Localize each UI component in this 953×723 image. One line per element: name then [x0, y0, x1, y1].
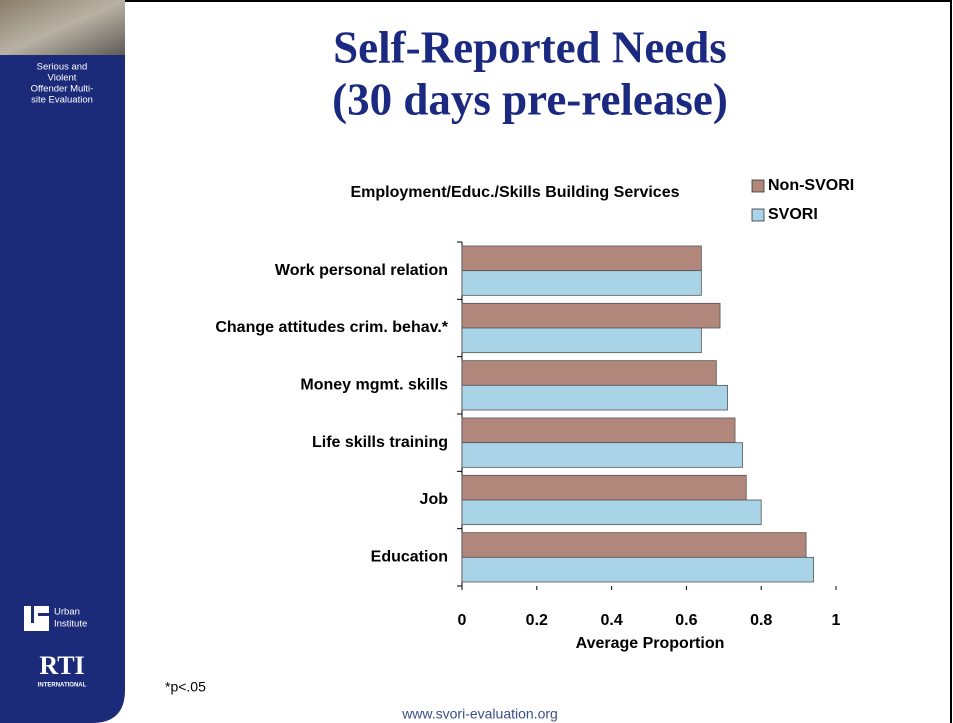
bar — [462, 533, 806, 558]
bar — [462, 303, 720, 328]
x-tick-label: 0 — [458, 612, 467, 629]
bar — [462, 475, 746, 500]
legend-label: SVORI — [768, 206, 818, 223]
tagline-line: Offender Multi- — [31, 84, 94, 95]
tagline-line: Violent — [48, 73, 77, 84]
bar — [462, 418, 735, 443]
bar — [462, 246, 701, 271]
x-tick-label: 1 — [832, 612, 841, 629]
bar — [462, 500, 761, 525]
y-tick-label: Work personal relation — [275, 262, 448, 279]
urban-logo-cut — [38, 613, 49, 616]
url: www.svori-evaluation.org — [401, 706, 558, 722]
urban-logo-cut — [31, 606, 34, 623]
slide-title: (30 days pre-release) — [332, 74, 728, 124]
tagline-line: Serious and — [37, 62, 88, 73]
legend-swatch — [752, 209, 764, 221]
y-tick-label: Education — [371, 549, 448, 566]
slide: Serious andViolentOffender Multi-site Ev… — [0, 0, 953, 723]
x-axis-label: Average Proportion — [576, 635, 725, 652]
x-tick-label: 0.4 — [600, 612, 622, 629]
bar — [462, 271, 701, 296]
y-tick-label: Money mgmt. skills — [300, 377, 448, 394]
urban-logo-text: Institute — [54, 619, 87, 630]
footnote: *p<.05 — [165, 679, 206, 695]
x-tick-label: 0.6 — [675, 612, 697, 629]
tagline-line: site Evaluation — [31, 95, 93, 106]
legend-label: Non-SVORI — [768, 177, 854, 194]
x-tick-label: 0.2 — [526, 612, 548, 629]
chart-title: Employment/Educ./Skills Building Service… — [351, 184, 680, 201]
bar — [462, 385, 728, 410]
rti-logo-text: RTI — [39, 651, 84, 680]
x-tick-label: 0.8 — [750, 612, 772, 629]
bar — [462, 557, 814, 582]
y-tick-label: Life skills training — [312, 434, 448, 451]
y-tick-label: Change attitudes crim. behav.* — [215, 319, 448, 336]
bar — [462, 443, 743, 468]
sidebar-photo — [0, 0, 125, 55]
legend-swatch — [752, 180, 764, 192]
bar — [462, 361, 716, 386]
rti-logo-subtext: INTERNATIONAL — [38, 683, 87, 689]
urban-logo-mark — [24, 606, 49, 631]
y-tick-label: Job — [420, 491, 449, 508]
bar — [462, 328, 701, 353]
urban-logo-text: Urban — [54, 607, 80, 618]
slide-title: Self-Reported Needs — [333, 22, 727, 72]
